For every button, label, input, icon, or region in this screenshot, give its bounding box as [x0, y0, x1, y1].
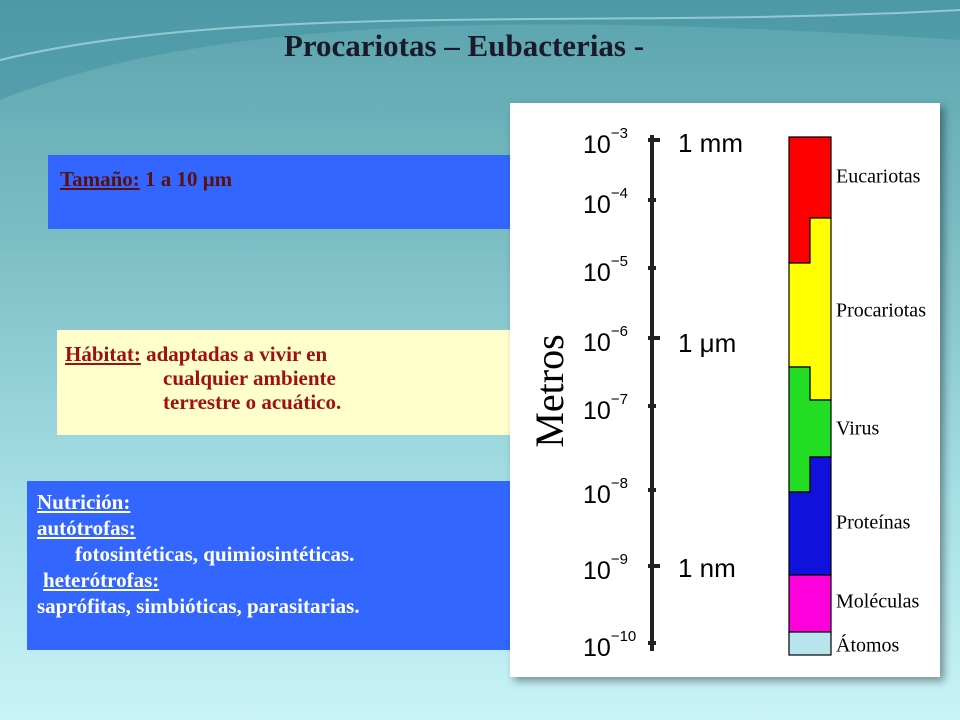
- tick-label: 10−5: [583, 253, 628, 287]
- nutrition-heading: Nutrición:: [37, 490, 131, 514]
- tick-label: 10−9: [583, 551, 628, 585]
- group-label: Moléculas: [836, 591, 920, 613]
- size-scale-figure: Metros 10−3 10−4 10−5 10−6 10−7 10−8 10−9 10−10…: [510, 103, 940, 677]
- tick-label: 10−10: [583, 628, 636, 662]
- autotrophs-label: autótrofas:: [37, 516, 136, 540]
- tick-exponent: −9: [611, 551, 628, 568]
- tick-base: 10: [583, 557, 611, 585]
- tick-label: 10−3: [583, 125, 628, 159]
- tick-base: 10: [583, 481, 611, 509]
- size-box: Tamaño: 1 a 10 μm: [48, 155, 512, 229]
- tick-exponent: −5: [611, 253, 628, 270]
- tick-label: 10−4: [583, 185, 628, 219]
- axis-label: Metros: [527, 334, 572, 447]
- tick-exponent: −4: [611, 185, 628, 202]
- tick-exponent: −8: [611, 475, 628, 492]
- tick-exponent: −7: [611, 391, 628, 408]
- size-text: 1 a 10 μm: [145, 167, 233, 191]
- wave-decoration: [0, 0, 960, 100]
- group-label: Eucariotas: [836, 166, 921, 188]
- range-bars: [788, 136, 832, 656]
- habitat-label: Hábitat:: [65, 342, 141, 366]
- tick-base: 10: [583, 397, 611, 425]
- tick-base: 10: [583, 634, 611, 662]
- group-label: Virus: [836, 418, 879, 440]
- group-label: Procariotas: [836, 300, 926, 322]
- habitat-box: Hábitat: adaptadas a vivir en cualquier …: [57, 330, 512, 435]
- tick-label: 10−8: [583, 475, 628, 509]
- tick-label: 10−7: [583, 391, 628, 425]
- scale-label: 1 μm: [678, 328, 736, 358]
- tick-base: 10: [583, 259, 611, 287]
- group-label: Átomos: [836, 634, 900, 657]
- habitat-line: adaptadas a vivir en: [146, 342, 328, 366]
- habitat-line: terrestre o acuático.: [163, 390, 342, 414]
- tick-base: 10: [583, 191, 611, 219]
- group-label: Proteínas: [836, 512, 911, 534]
- autotroph-types: fotosintéticas, quimiosintéticas.: [75, 542, 355, 566]
- heterotroph-types: saprófitas, simbióticas, parasitarias.: [37, 594, 360, 618]
- title: Procariotas – Eubacterias -: [283, 28, 645, 63]
- tick-exponent: −6: [611, 323, 628, 340]
- scale-label: 1 mm: [678, 128, 743, 158]
- tick-exponent: −10: [611, 628, 636, 645]
- scale-label: 1 nm: [678, 553, 736, 583]
- size-label: Tamaño:: [60, 167, 140, 191]
- figure-canvas: Metros 10−310−410−510−610−710−810−910−10…: [527, 125, 926, 662]
- heterotrophs-label: heterótrofas:: [43, 568, 160, 592]
- nutrition-box: Nutrición: autótrofas: fotosintéticas, q…: [27, 481, 512, 650]
- tick-exponent: −3: [611, 125, 628, 142]
- habitat-line: cualquier ambiente: [163, 366, 336, 390]
- tick-base: 10: [583, 329, 611, 357]
- tick-label: 10−6: [583, 323, 628, 357]
- tick-base: 10: [583, 131, 611, 159]
